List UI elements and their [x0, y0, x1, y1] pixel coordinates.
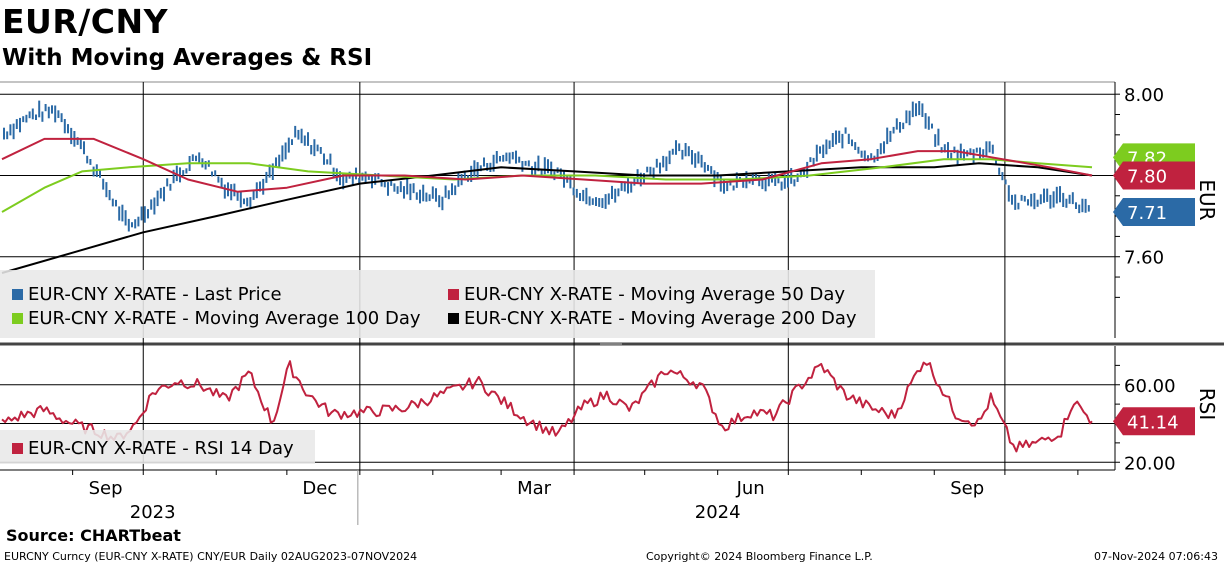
price-y-tick-label: 7.60 — [1124, 248, 1164, 269]
legend-label: EUR-CNY X-RATE - Moving Average 100 Day — [28, 308, 421, 329]
legend-swatch — [448, 289, 459, 300]
legend-swatch — [12, 289, 23, 300]
price-y-tick-label: 8.00 — [1124, 85, 1164, 106]
price-y-axis-label: EUR — [1195, 179, 1219, 220]
rsi-last-value-tag-text: 41.14 — [1127, 412, 1179, 433]
legend-label: EUR-CNY X-RATE - RSI 14 Day — [28, 438, 294, 459]
rsi-last-value-tag: 41.14 — [1113, 407, 1195, 436]
rsi-last-value-tag-shape — [1113, 407, 1195, 436]
chart-subtitle: With Moving Averages & RSI — [2, 45, 373, 71]
ma50-last-value-tag: 7.80 — [1113, 161, 1195, 190]
source-note: Source: CHARTbeat — [6, 526, 181, 545]
legend-label: EUR-CNY X-RATE - Moving Average 50 Day — [464, 284, 846, 305]
x-tick-label: Sep — [950, 478, 984, 499]
rsi-y-tick-label: 20.00 — [1124, 453, 1176, 474]
rsi-y-tick-label: 60.00 — [1124, 376, 1176, 397]
ticker-description: EURCNY Curncy (EUR-CNY X-RATE) CNY/EUR D… — [4, 550, 418, 563]
legend-item-last-price: EUR-CNY X-RATE - Last Price — [12, 285, 282, 305]
legend-swatch — [12, 443, 23, 454]
legend-label: EUR-CNY X-RATE - Last Price — [28, 284, 282, 305]
ma50-last-value-tag-text: 7.80 — [1127, 166, 1167, 187]
rsi-y-axis-label: RSI — [1195, 388, 1219, 421]
price-legend: EUR-CNY X-RATE - Last Price EUR-CNY X-RA… — [0, 270, 875, 338]
ma50-last-value-tag-shape — [1113, 161, 1195, 190]
legend-label: EUR-CNY X-RATE - Moving Average 200 Day — [464, 308, 857, 329]
legend-item-rsi: EUR-CNY X-RATE - RSI 14 Day — [12, 439, 294, 459]
legend-item-ma200: EUR-CNY X-RATE - Moving Average 200 Day — [448, 309, 857, 329]
price-bars — [3, 100, 1090, 232]
timestamp: 07-Nov-2024 07:06:43 — [1093, 550, 1218, 563]
legend-item-ma50: EUR-CNY X-RATE - Moving Average 50 Day — [448, 285, 845, 305]
chart-title: EUR/CNY — [2, 2, 169, 41]
legend-item-ma100: EUR-CNY X-RATE - Moving Average 100 Day — [12, 309, 421, 329]
price-last-value-tag-shape — [1113, 198, 1195, 227]
price-last-value-tag: 7.71 — [1113, 198, 1195, 227]
rsi-line — [1, 360, 1093, 453]
ma200-line — [1, 162, 1093, 274]
legend-swatch — [12, 313, 23, 324]
x-tick-label: Sep — [89, 478, 123, 499]
x-tick-label: Mar — [517, 478, 552, 499]
rsi-legend: EUR-CNY X-RATE - RSI 14 Day — [0, 430, 315, 464]
price-last-value-tag-text: 7.71 — [1127, 203, 1167, 224]
copyright-note: Copyright© 2024 Bloomberg Finance L.P. — [646, 550, 873, 563]
x-tick-label: Dec — [302, 478, 337, 499]
legend-swatch — [448, 313, 459, 324]
ma50-line — [1, 137, 1093, 193]
x-tick-label: Jun — [736, 478, 765, 499]
x-year-label: 2024 — [695, 502, 741, 523]
x-year-label: 2023 — [130, 502, 176, 523]
